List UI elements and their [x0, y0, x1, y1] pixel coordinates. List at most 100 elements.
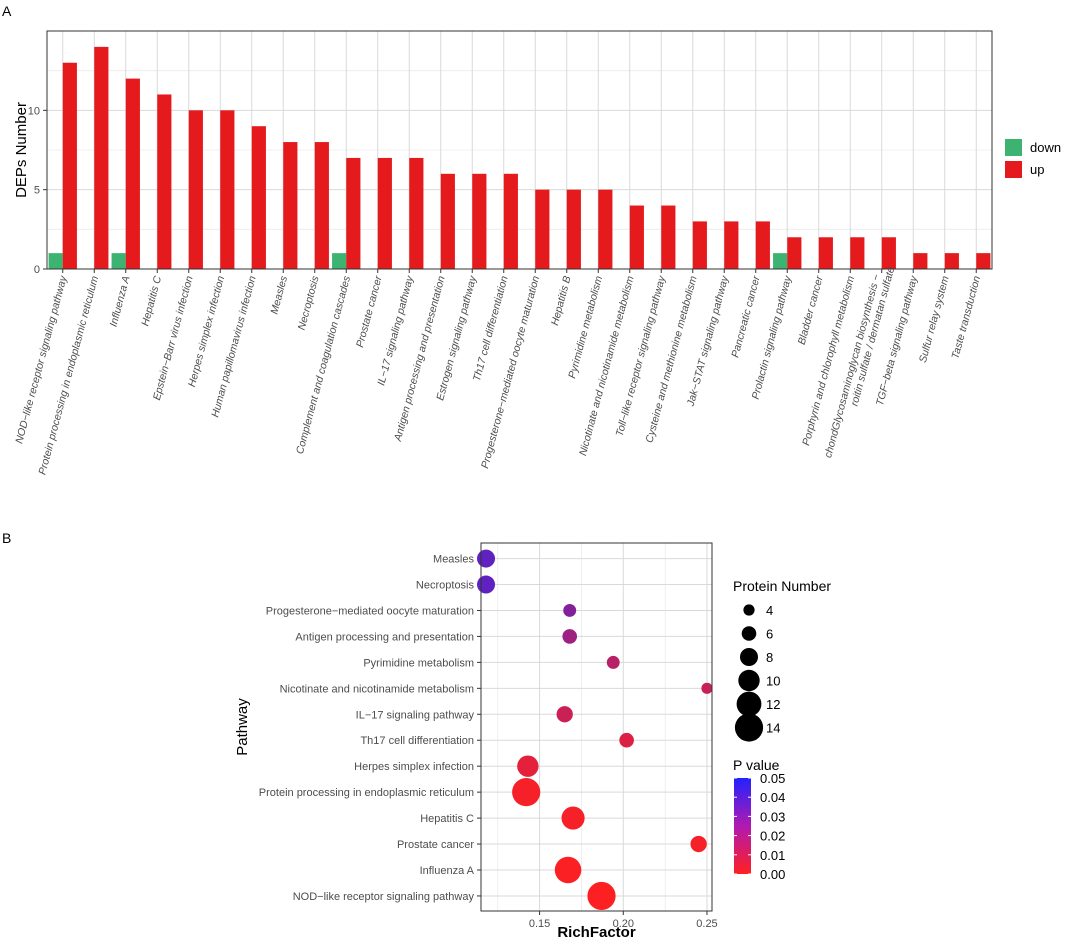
x-category-label-line: Taste transduction: [949, 275, 983, 361]
size-legend-label: 14: [766, 721, 780, 736]
bubble-point: [477, 576, 495, 594]
size-legend-label: 8: [766, 650, 773, 665]
pathway-label: Pyrimidine metabolism: [363, 657, 474, 669]
panel-b-label: B: [2, 530, 11, 546]
x-category-label-line: Measles: [268, 274, 290, 316]
size-legend-label: 10: [766, 674, 780, 689]
bar-up: [787, 237, 801, 269]
bar-up: [157, 94, 171, 269]
x-category-label: Taste transduction: [949, 275, 983, 361]
pathway-label: Protein processing in endoplasmic reticu…: [259, 787, 474, 799]
pathway-label: Th17 cell differentiation: [360, 735, 474, 747]
bubble-point: [701, 683, 712, 694]
plot-background: [481, 543, 712, 911]
pathway-label: IL−17 signaling pathway: [356, 709, 475, 721]
bar-up: [94, 47, 108, 269]
bubble-point: [562, 807, 585, 830]
bar-down: [112, 253, 126, 269]
x-category-label-line: Hepatitis B: [549, 275, 574, 327]
y-axis-title: DEPs Number: [13, 102, 30, 198]
bar-down: [773, 253, 787, 269]
color-legend-label: 0.00: [760, 867, 785, 882]
color-legend-label: 0.04: [760, 790, 785, 805]
size-legend-label: 6: [766, 627, 773, 642]
x-category-label-line: Hepatitis C: [139, 274, 164, 327]
pathway-label: Prostate cancer: [397, 839, 474, 851]
bar-up: [882, 237, 896, 269]
bar-down: [49, 253, 63, 269]
bubble-point: [512, 778, 540, 806]
x-category-label-line: Protein processing in endoplasmic reticu…: [36, 274, 101, 476]
bubble-point: [563, 604, 576, 617]
x-category-label: Prostate cancer: [354, 274, 385, 349]
x-category-label: Influenza A: [108, 275, 133, 328]
bubble-point: [517, 755, 538, 776]
bar-up: [504, 174, 518, 269]
size-legend-key: [735, 713, 763, 741]
bubble-chart-panel: 0.15 0.20 0.25 Measles Necroptosis Progestero…: [234, 543, 831, 941]
bar-up: [567, 190, 581, 269]
size-legend-key: [738, 670, 759, 691]
x-category-label-line: Pancreatic cancer: [729, 274, 762, 359]
bubble-point: [619, 733, 634, 748]
bar-up: [630, 206, 644, 269]
bar-down: [332, 253, 346, 269]
x-category-label-line: Influenza A: [108, 275, 133, 328]
bar-up: [409, 158, 423, 269]
x-category-label: Pyrimidine metabolism: [566, 274, 605, 379]
x-axis-title: RichFactor: [557, 924, 636, 941]
x-category-label: Sulfur relay system: [917, 274, 952, 364]
color-legend-bar: [734, 778, 751, 874]
size-legend-key: [743, 604, 754, 615]
pathway-label: Influenza A: [420, 865, 475, 877]
color-legend-label: 0.02: [760, 829, 785, 844]
size-legend-label: 4: [766, 603, 773, 618]
bar-up: [661, 206, 675, 269]
bar-up: [441, 174, 455, 269]
pathway-label: Progesterone−mediated oocyte maturation: [266, 605, 474, 617]
legend-key-down: [1005, 139, 1022, 156]
color-legend-label: 0.01: [760, 848, 785, 863]
x-category-label-line: Pyrimidine metabolism: [566, 274, 605, 379]
color-legend-label: 0.03: [760, 809, 785, 824]
size-legend-key: [737, 692, 762, 717]
bubble-point: [690, 836, 706, 852]
legend-label-down: down: [1030, 140, 1061, 155]
x-category-label: Necroptosis: [296, 274, 322, 331]
pathway-label: Antigen processing and presentation: [295, 631, 474, 643]
bar-up: [976, 253, 990, 269]
x-category-label: Bladder cancer: [796, 274, 826, 346]
bubble-point: [557, 706, 573, 722]
x-category-label: Hepatitis B: [549, 275, 574, 327]
bar-up: [913, 253, 927, 269]
bubble-point: [587, 882, 615, 910]
bar-up: [724, 221, 738, 269]
x-category-label-line: Prostate cancer: [354, 274, 385, 349]
x-category-label-line: Sulfur relay system: [917, 274, 952, 364]
panel-a-label: A: [2, 3, 12, 19]
bar-up: [535, 190, 549, 269]
bar-up: [945, 253, 959, 269]
bar-up: [346, 158, 360, 269]
bar-up: [598, 190, 612, 269]
size-legend-key: [742, 626, 757, 641]
bar-up: [220, 110, 234, 269]
legend-key-up: [1005, 161, 1022, 178]
pathway-label: Nicotinate and nicotinamide metabolism: [280, 683, 474, 695]
x-tick-label: 0.25: [696, 918, 717, 930]
figure: A B 0510NOD−like receptor signaling path…: [0, 0, 1065, 942]
bubble-point: [607, 656, 620, 669]
x-tick-label: 0.15: [529, 918, 550, 930]
x-category-label: Protein processing in endoplasmic reticu…: [36, 274, 101, 476]
bar-up: [126, 79, 140, 269]
x-category-label: Progesterone−mediated oocyte maturation: [479, 275, 542, 470]
bar-up: [283, 142, 297, 269]
bar-up: [819, 237, 833, 269]
x-category-label-line: Necroptosis: [296, 274, 322, 331]
x-category-label: Pancreatic cancer: [729, 274, 762, 359]
x-category-label: Measles: [268, 274, 290, 316]
bar-up: [189, 110, 203, 269]
size-legend-title: Protein Number: [733, 578, 831, 594]
y-axis-title: Pathway: [234, 698, 251, 756]
